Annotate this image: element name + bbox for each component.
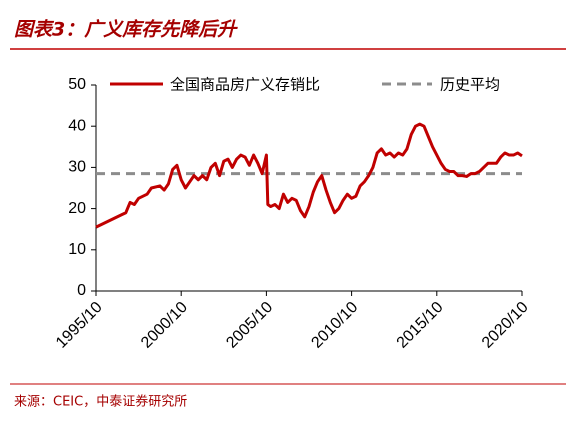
x-tick-label: 2000/10 — [138, 299, 191, 352]
data-line — [95, 122, 523, 229]
y-tick-label: 40 — [68, 117, 86, 134]
y-tick-label: 20 — [68, 200, 86, 217]
x-tick-label: 2010/10 — [308, 299, 361, 352]
y-tick-label: 30 — [68, 159, 86, 176]
x-tick-label: 1995/10 — [53, 299, 106, 352]
x-tick-label: 2015/10 — [394, 299, 447, 352]
y-tick-label: 50 — [68, 76, 86, 93]
legend-label: 历史平均 — [440, 76, 500, 94]
y-tick-label: 10 — [68, 241, 86, 258]
chart-title: 图表3：广义库存先降后升 — [14, 19, 238, 41]
x-tick-label: 2020/10 — [479, 299, 532, 352]
y-tick-label: 0 — [77, 282, 86, 299]
source: 来源：CEIC，中泰证券研究所 — [14, 394, 187, 410]
legend-label: 全国商品房广义存销比 — [170, 76, 320, 94]
x-tick-label: 2005/10 — [223, 299, 276, 352]
